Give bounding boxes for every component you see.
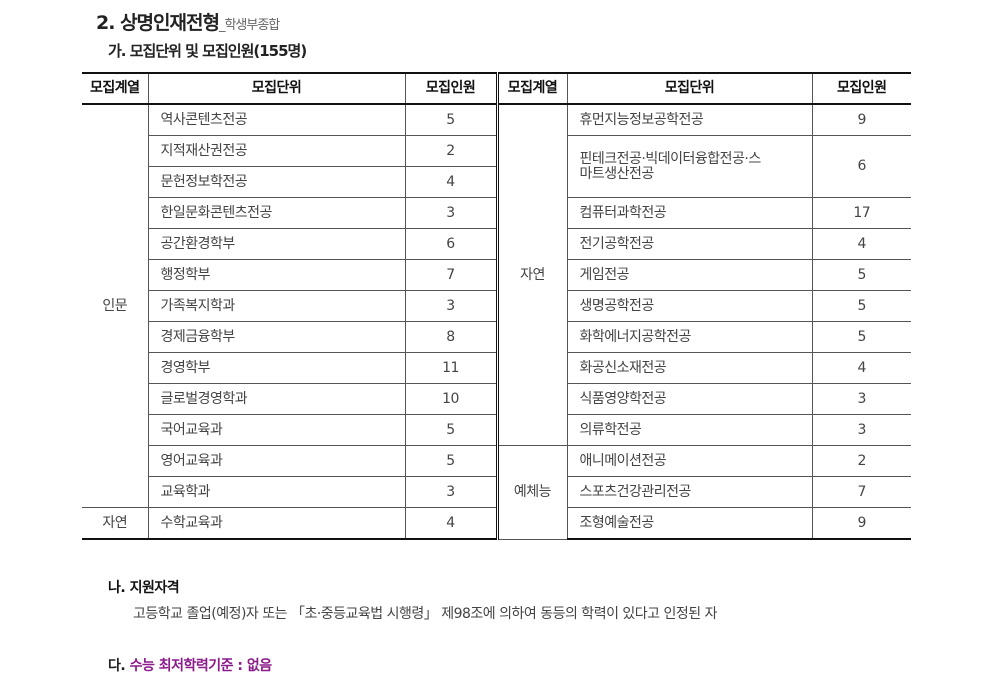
unit-cell: 스포츠건강관리전공 xyxy=(566,476,813,508)
count-cell: 6 xyxy=(404,228,498,260)
unit-cell: 조형예술전공 xyxy=(566,507,813,540)
header-group: 모집계열 xyxy=(495,72,568,105)
unit-cell: 영어교육과 xyxy=(148,445,406,477)
table-row: 영어교육과 5 예체능 애니메이션전공 2 xyxy=(82,445,911,540)
count-cell: 5 xyxy=(404,445,498,477)
table-row: 교육학과 3 스포츠건강관리전공 7 xyxy=(82,476,911,508)
count-cell: 3 xyxy=(811,414,911,446)
count-cell: 17 xyxy=(811,197,911,229)
group-cell: 자연 xyxy=(495,103,568,446)
table-row: 지적재산권전공 2 핀테크전공·빅데이터융합전공·스마트생산전공 6 xyxy=(82,135,911,198)
heading-suffix: _학생부종합 xyxy=(218,18,280,33)
unit-cell: 의류학전공 xyxy=(566,414,813,446)
count-cell: 5 xyxy=(404,103,498,136)
table-header-row: 모집계열 모집단위 모집인원 모집계열 모집단위 모집인원 xyxy=(82,72,911,105)
unit-cell: 한일문화콘텐츠전공 xyxy=(148,197,406,229)
unit-cell: 가족복지학과 xyxy=(148,290,406,322)
unit-cell: 국어교육과 xyxy=(148,414,406,446)
count-cell: 2 xyxy=(811,445,911,477)
count-cell: 2 xyxy=(404,135,498,167)
table-row: 한일문화콘텐츠전공 3 컴퓨터과학전공 17 xyxy=(82,197,911,229)
table-row: 공간환경학부 6 전기공학전공 4 xyxy=(82,228,911,260)
count-cell: 4 xyxy=(811,352,911,384)
count-cell: 4 xyxy=(811,228,911,260)
count-cell: 5 xyxy=(811,290,911,322)
count-cell: 3 xyxy=(404,197,498,229)
unit-cell: 화공신소재전공 xyxy=(566,352,813,384)
header-unit: 모집단위 xyxy=(566,72,813,105)
count-cell: 8 xyxy=(404,321,498,353)
unit-cell: 행정학부 xyxy=(148,259,406,291)
header-count: 모집인원 xyxy=(811,72,911,105)
count-cell: 4 xyxy=(404,507,498,540)
admission-table: 모집계열 모집단위 모집인원 모집계열 모집단위 모집인원 인문 역사콘텐츠전공 5… xyxy=(82,72,911,540)
unit-cell: 글로벌경영학과 xyxy=(148,383,406,415)
count-cell: 3 xyxy=(404,476,498,508)
count-cell: 3 xyxy=(404,290,498,322)
section-a-title: 가. 모집단위 및 모집인원(155명) xyxy=(108,42,307,60)
heading-number: 2. xyxy=(96,12,115,34)
unit-cell: 공간환경학부 xyxy=(148,228,406,260)
count-cell: 5 xyxy=(811,259,911,291)
group-cell: 자연 xyxy=(82,507,149,540)
table-row: 국어교육과 5 의류학전공 3 xyxy=(82,414,911,446)
table-row: 행정학부 7 게임전공 5 xyxy=(82,259,911,291)
unit-cell: 문헌정보학전공 xyxy=(148,166,406,198)
count-cell: 9 xyxy=(811,507,911,540)
count-cell: 9 xyxy=(811,103,911,136)
header-count: 모집인원 xyxy=(404,72,498,105)
unit-cell: 경영학부 xyxy=(148,352,406,384)
section-c-text: 수능 최저학력기준 : 없음 xyxy=(129,658,273,674)
unit-cell: 지적재산권전공 xyxy=(148,135,406,167)
table-row: 가족복지학과 3 생명공학전공 5 xyxy=(82,290,911,322)
unit-cell: 교육학과 xyxy=(148,476,406,508)
table-row: 문헌정보학전공 4 xyxy=(82,166,911,198)
table-row: 자연 수학교육과 4 조형예술전공 9 xyxy=(82,507,911,540)
unit-cell: 식품영양학전공 xyxy=(566,383,813,415)
count-cell: 10 xyxy=(404,383,498,415)
unit-cell: 수학교육과 xyxy=(147,507,406,540)
table-row: 경영학부 11 화공신소재전공 4 xyxy=(82,352,911,384)
unit-cell: 애니메이션전공 xyxy=(566,445,813,477)
header-group: 모집계열 xyxy=(82,72,149,105)
section-b-text: 고등학교 졸업(예정)자 또는 「초·중등교육법 시행령」 제98조에 의하여 … xyxy=(133,606,717,622)
group-cell: 예체능 xyxy=(495,445,568,540)
unit-cell: 전기공학전공 xyxy=(566,228,813,260)
count-cell: 5 xyxy=(404,414,498,446)
table-row: 글로벌경영학과 10 식품영양학전공 3 xyxy=(82,383,911,415)
count-cell: 3 xyxy=(811,383,911,415)
table-row: 인문 역사콘텐츠전공 5 자연 휴먼지능정보공학전공 9 xyxy=(82,103,911,508)
unit-cell: 생명공학전공 xyxy=(566,290,813,322)
count-cell: 6 xyxy=(811,135,911,198)
unit-cell: 컴퓨터과학전공 xyxy=(566,197,813,229)
group-cell: 인문 xyxy=(82,103,149,508)
section-heading: 2. 상명인재전형_학생부종합 xyxy=(96,8,280,35)
count-cell: 7 xyxy=(404,259,498,291)
heading-title: 상명인재전형 xyxy=(120,12,220,34)
unit-cell: 핀테크전공·빅데이터융합전공·스마트생산전공 xyxy=(566,135,813,198)
count-cell: 11 xyxy=(404,352,498,384)
count-cell: 5 xyxy=(811,321,911,353)
header-unit: 모집단위 xyxy=(147,72,406,105)
count-cell: 7 xyxy=(811,476,911,508)
section-b-title: 나. 지원자격 xyxy=(108,580,180,596)
unit-cell: 역사콘텐츠전공 xyxy=(147,103,406,136)
unit-cell: 휴먼지능정보공학전공 xyxy=(566,103,813,136)
section-c: 다. 수능 최저학력기준 : 없음 xyxy=(108,655,272,675)
unit-cell: 경제금융학부 xyxy=(148,321,406,353)
table-row: 경제금융학부 8 화학에너지공학전공 5 xyxy=(82,321,911,353)
unit-cell: 게임전공 xyxy=(566,259,813,291)
unit-cell: 화학에너지공학전공 xyxy=(566,321,813,353)
count-cell: 4 xyxy=(404,166,497,198)
section-c-prefix: 다. xyxy=(108,658,126,674)
